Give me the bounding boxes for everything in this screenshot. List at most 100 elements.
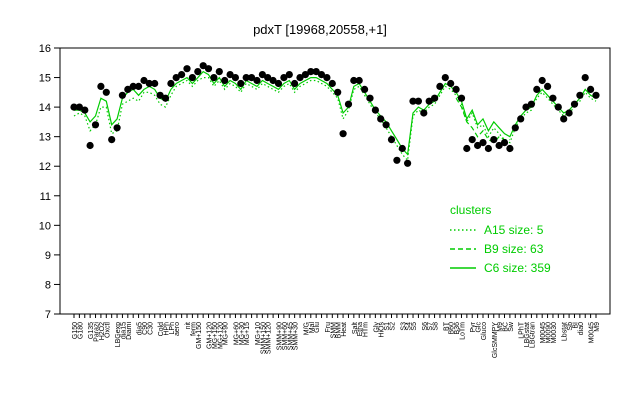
x-tick-label: S3 [400,322,407,331]
x-tick-label: SMM+150 [260,322,267,354]
y-tick-label: 15 [39,73,51,85]
y-tick-label: 8 [45,279,51,291]
y-tick-label: 11 [40,191,51,203]
x-tick-label: dia15 [120,322,127,339]
data-point [81,106,89,114]
data-point [339,130,347,138]
x-tick-label: LPh [169,322,176,335]
x-tick-label: GM+150 [196,322,203,349]
plot-frame [59,47,611,315]
x-tick-label: Etha [357,322,364,337]
data-point [474,141,482,150]
x-tick-label: dia5 [137,322,144,335]
x-tick-label: G180 [77,322,84,339]
x-tick-label: Glu [314,322,321,333]
x-tick-label: LoTm [459,322,466,340]
data-point [248,74,256,82]
data-point [490,136,498,144]
x-tick-label: SMM+30 [293,322,300,350]
data-point [269,76,277,85]
y-tick-label: 14 [39,102,51,114]
x-tick-label: S4 [406,322,413,331]
data-point [178,71,186,79]
data-point [350,76,358,85]
x-tick-label: SMM [330,322,337,339]
points-layer [70,62,600,167]
data-point [140,76,148,85]
data-point [500,139,509,147]
data-point [549,94,557,102]
data-point [156,91,164,99]
legend-title: clusters [450,203,491,217]
data-point [161,94,170,102]
x-tick-label: S8 [433,322,440,331]
x-tick-label: Gly [373,322,380,333]
x-tick-label: S6 [422,322,429,331]
x-tick-label: BI [572,322,579,329]
data-point [199,62,207,70]
x-tick-label: nit [185,322,192,329]
data-point [258,71,266,79]
data-point [377,115,385,123]
x-tick-label: LBGtran [529,322,536,348]
data-point [452,85,460,93]
x-tick-label: Pyr [470,321,477,332]
data-point [194,68,202,76]
data-point [118,91,126,99]
x-tick-label: Heat [341,322,348,337]
x-tick-label: LBGstat [524,322,531,347]
data-point [183,65,191,73]
data-point [317,71,326,79]
data-point [361,85,369,93]
data-point [167,79,175,88]
x-tick-label: SMM+45 [287,322,294,350]
data-point [522,103,530,111]
x-tick-label: HTm [363,322,370,337]
data-point [151,79,159,88]
x-tick-label: B36 [454,322,461,335]
x-tick-label: MG+90 [223,322,230,345]
data-point [285,71,293,79]
data-point [371,106,379,114]
x-tick-label: S1 [384,322,391,331]
data-point [274,79,283,88]
x-tick-label: HiOs [379,322,386,338]
data-point [581,74,589,82]
data-point [409,97,417,105]
x-tick-label: S2 [390,322,397,331]
data-point [70,103,78,111]
x-tick-label: Lbstat [562,322,569,341]
data-point [441,74,449,82]
x-tick-label: MG+60 [233,322,240,345]
data-point [312,68,320,76]
chart-title: pdxT [19968,20558,+1] [253,22,387,37]
data-point [135,82,143,90]
x-tick-label: ferm [190,322,197,336]
x-tick-label: dia0 [578,322,585,335]
x-tick-label: SMM+120 [266,322,273,354]
data-point [75,103,83,111]
x-tick-label: Diami [126,322,133,340]
data-point [102,88,110,96]
y-tick-label: 9 [45,250,51,262]
data-point [592,91,600,99]
data-point [296,74,304,82]
data-point [447,79,455,88]
data-point [517,115,525,123]
x-tick-label: SMM+60 [282,322,289,350]
data-point [414,97,422,105]
data-point [484,144,492,153]
data-point [538,76,546,85]
y-axis: 7 8 9 10 11 12 13 14 15 16 [39,43,60,321]
data-point [404,159,412,167]
data-point [511,124,519,132]
series-line-dotted [73,77,597,162]
x-tick-label: BMM [336,322,343,339]
x-tick-label: B60 [449,322,456,335]
data-point [533,85,541,93]
x-tick-label: G150 [72,322,79,339]
data-point [280,74,288,82]
x-tick-label: Gluco [481,322,488,340]
x-tick-label: MG+30 [239,322,246,345]
x-tick-label: Sb [567,322,574,331]
